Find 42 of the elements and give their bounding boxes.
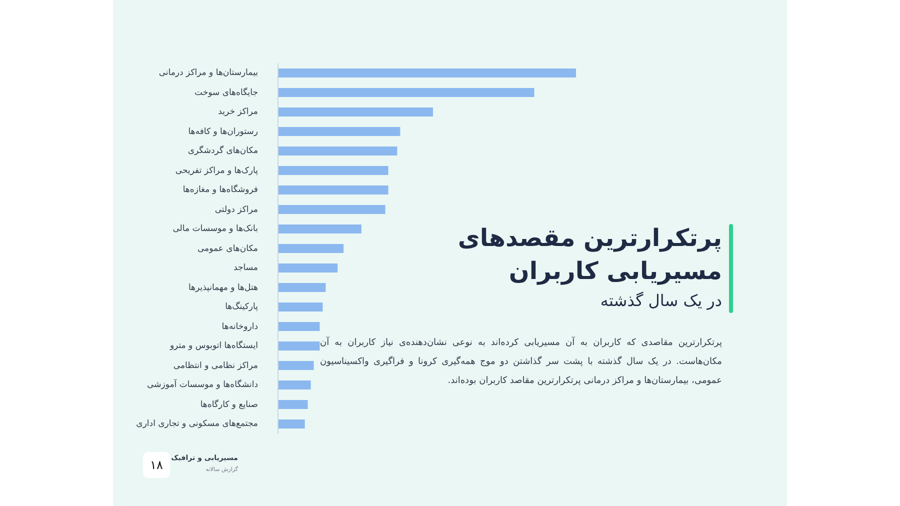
y-tick-label: صنایع و کارگاه‌ها (200, 398, 258, 412)
y-tick-label: هتل‌ها و مهمانپذیرها (188, 282, 258, 294)
y-tick-label: مجتمع‌های مسکونی و تجاری اداری (136, 418, 258, 431)
bar (278, 361, 314, 370)
bar (278, 68, 576, 78)
text: ۱۸ (143, 452, 170, 478)
y-tick-label: فروشگاه‌ها و مغازه‌ها (182, 184, 258, 197)
y-tick-label: مراکز نظامی و انتظامی (173, 360, 258, 372)
bar (278, 186, 388, 194)
y-tick-label: مراکز خرید (218, 106, 258, 119)
bar (278, 400, 308, 409)
bar (278, 244, 344, 253)
y-tick-label: رستوران‌ها و کافه‌ها (188, 126, 258, 138)
y-tick-label: دانشگاه‌ها و موسسات آموزشی (147, 378, 258, 392)
y-tick-label: ایستگاه‌ها اتوبوس و مترو (170, 340, 258, 353)
bar (278, 146, 398, 156)
y-tick-label: پارک‌ها و مراکز تفریحی (175, 164, 258, 178)
bar (278, 342, 320, 350)
y-tick-label: مکان‌های گردشگری (188, 144, 258, 158)
y-tick-label: داروخانه‌ها (222, 320, 258, 334)
y-tick-label: بیمارستان‌ها و مراکز درمانی (158, 67, 258, 80)
text: پرتکرارترین مقصدهای مسیریابی کاربران (456, 223, 722, 287)
y-tick-label: مکان‌های عمومی (197, 242, 258, 256)
text: در یک سال گذشته (600, 290, 722, 312)
y-tick-label: مراکز دولتی (214, 204, 258, 216)
bar (278, 322, 320, 331)
bar (278, 108, 433, 116)
bar (278, 420, 305, 428)
y-tick-label: جایگاه‌های سوخت (194, 86, 258, 100)
annotation: پرتکرارترین مقاصدی که کاربران به آن مسیریابی کرده‌اند به نوعی نشان‌دهنده‌ی نیاز کاربران به آن مکان‌هاست. در یک سال گذشته با پشت سر گذاشتن دو موج همه‌گیری کرونا و فراگیری واکسیناسیون عمومی، بیمارستان‌ها و مراکز درمانی پرتکرارترین مقاصد کاربران بوده‌اند. (320, 336, 722, 388)
bar (278, 283, 326, 292)
bar (278, 264, 338, 272)
bar (278, 205, 386, 214)
bar (278, 224, 362, 234)
bar (278, 380, 311, 390)
bar (278, 88, 534, 97)
y-tick-label: بانک‌ها و موسسات مالی (172, 223, 258, 236)
bar (278, 166, 388, 175)
y-tick-label: مساجد (234, 262, 258, 275)
bar (278, 302, 323, 312)
bar (278, 127, 400, 136)
y-tick-label: پارکینگ‌ها (225, 300, 258, 314)
